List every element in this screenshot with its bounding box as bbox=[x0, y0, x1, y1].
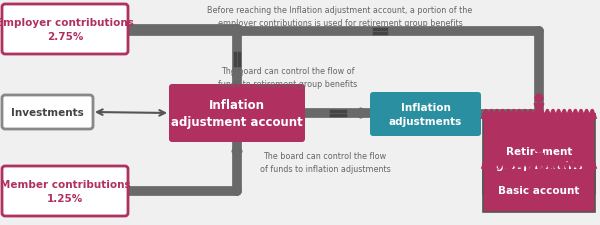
Text: The board can control the flow of
funds to retirement group benefits: The board can control the flow of funds … bbox=[218, 67, 358, 88]
FancyBboxPatch shape bbox=[169, 85, 305, 142]
Text: Retirement
group benefits: Retirement group benefits bbox=[496, 147, 583, 170]
FancyBboxPatch shape bbox=[370, 93, 481, 136]
Text: Inflation
adjustment account: Inflation adjustment account bbox=[171, 99, 303, 128]
Text: The board can control the flow
of funds to inflation adjustments: The board can control the flow of funds … bbox=[260, 152, 391, 173]
Circle shape bbox=[535, 95, 543, 102]
Text: Before reaching the Inflation adjustment account, a portion of the
employer cont: Before reaching the Inflation adjustment… bbox=[208, 6, 473, 28]
FancyBboxPatch shape bbox=[2, 5, 128, 55]
Bar bbox=[483, 164, 595, 212]
Polygon shape bbox=[534, 104, 544, 114]
Polygon shape bbox=[534, 154, 544, 164]
Bar bbox=[483, 115, 595, 194]
Text: Inflation
adjustments: Inflation adjustments bbox=[389, 103, 462, 126]
FancyBboxPatch shape bbox=[2, 96, 93, 129]
Circle shape bbox=[535, 144, 543, 152]
Text: Member contributions
1.25%: Member contributions 1.25% bbox=[0, 180, 130, 203]
Text: Investments: Investments bbox=[11, 108, 84, 117]
Text: Basic account: Basic account bbox=[499, 186, 580, 196]
FancyBboxPatch shape bbox=[2, 166, 128, 216]
Text: Employer contributions
2.75%: Employer contributions 2.75% bbox=[0, 18, 134, 41]
